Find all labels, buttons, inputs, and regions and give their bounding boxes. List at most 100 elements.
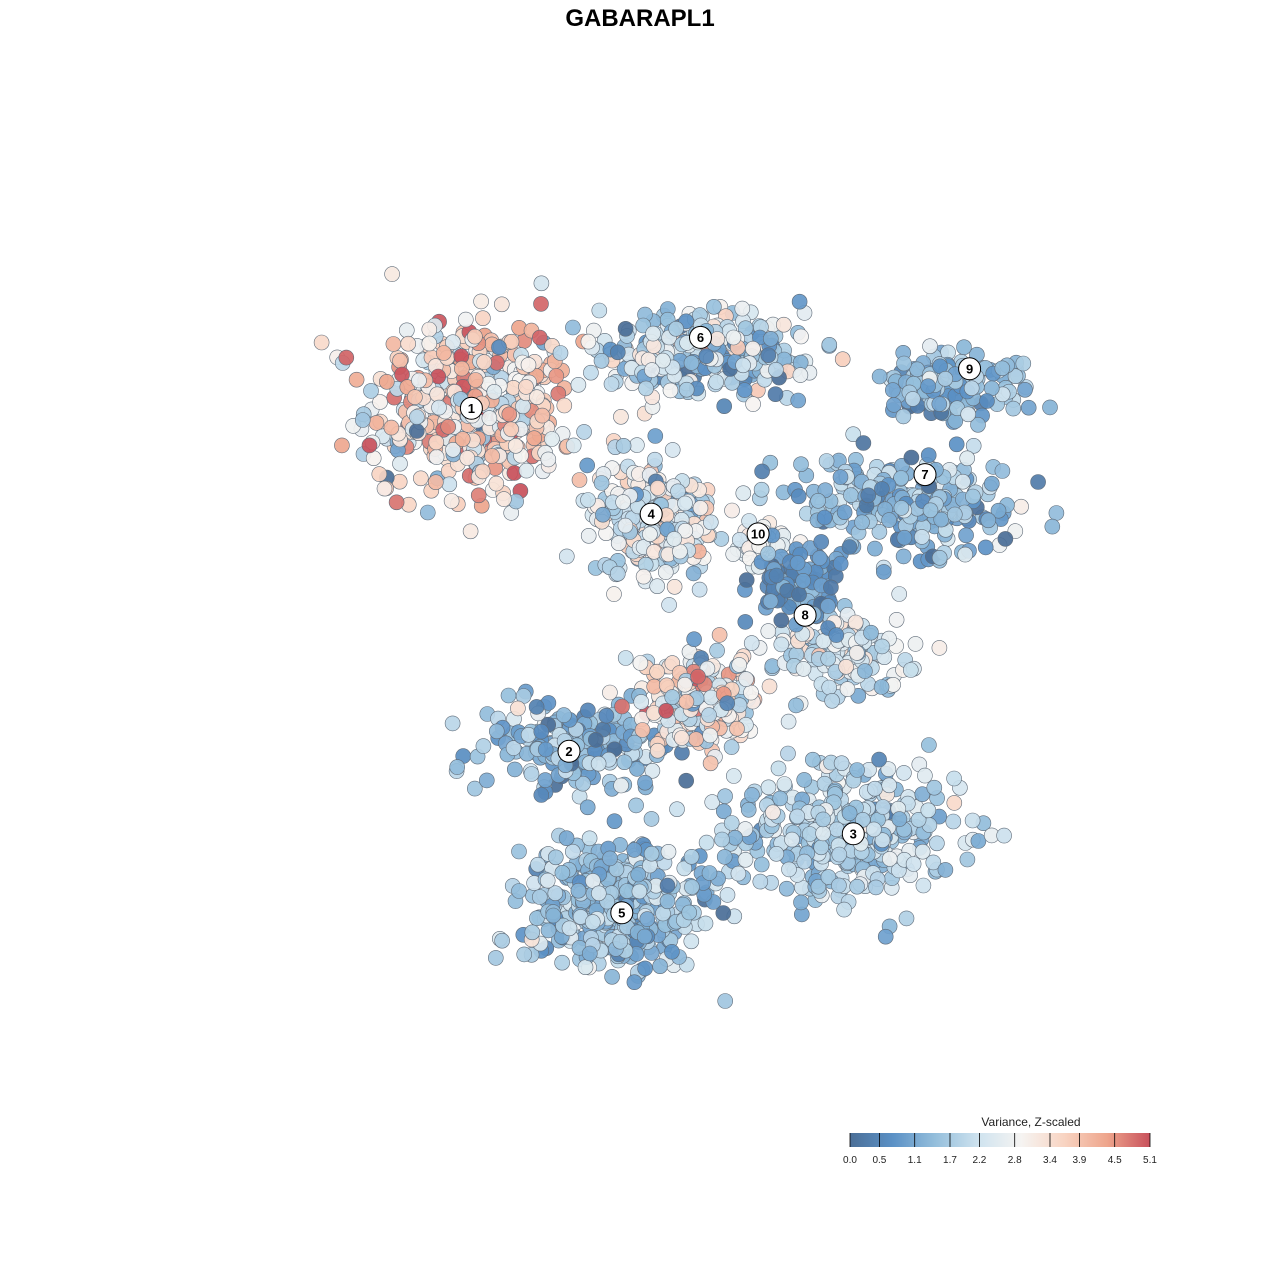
cell-point	[795, 572, 812, 589]
cell-point	[867, 540, 883, 557]
cell-point	[855, 435, 872, 451]
cell-point	[902, 662, 919, 678]
cell-point	[378, 373, 395, 390]
cell-point	[896, 529, 913, 546]
legend-colorbar	[850, 1133, 1150, 1147]
cell-point	[507, 437, 524, 454]
legend-tick-label: 3.4	[1043, 1155, 1057, 1166]
cell-point	[445, 441, 461, 458]
cell-point	[917, 767, 933, 784]
cell-point	[616, 754, 633, 771]
cell-point	[467, 328, 483, 345]
cell-point	[670, 483, 686, 500]
cell-point	[376, 480, 393, 497]
cell-point	[719, 887, 736, 903]
cell-point	[652, 958, 668, 975]
cell-point	[867, 780, 883, 797]
cell-point	[1015, 355, 1032, 372]
cell-point	[762, 593, 779, 610]
cell-point	[702, 755, 719, 772]
cell-point	[649, 480, 666, 496]
cell-point	[408, 423, 425, 439]
cell-point	[948, 436, 965, 453]
cluster-label-badge	[793, 603, 817, 627]
cell-point	[881, 512, 897, 528]
cell-point	[606, 813, 623, 830]
cell-point	[875, 799, 891, 815]
cell-point	[994, 463, 1011, 479]
cell-point	[745, 396, 761, 412]
cell-point	[731, 657, 748, 673]
cell-point	[790, 392, 807, 409]
cell-point	[612, 933, 629, 950]
cell-point	[920, 378, 936, 395]
cell-point	[880, 761, 897, 777]
cell-point	[977, 539, 994, 556]
cell-point	[937, 370, 954, 387]
cell-point	[904, 391, 921, 407]
cell-point	[793, 328, 809, 345]
cell-point	[921, 737, 937, 753]
cell-point	[666, 578, 683, 595]
cell-point	[714, 831, 730, 848]
cell-point	[824, 692, 840, 709]
cell-point	[677, 495, 693, 512]
cell-point	[534, 407, 551, 424]
cell-point	[994, 360, 1011, 377]
cell-point	[649, 663, 665, 680]
cell-point	[677, 522, 694, 539]
cell-point	[338, 349, 355, 366]
cell-point	[313, 334, 330, 351]
cell-point	[874, 638, 890, 655]
cluster-label-text: 10	[751, 526, 765, 541]
cell-point	[836, 901, 852, 918]
cell-point	[761, 678, 778, 695]
cell-point	[676, 860, 693, 877]
cell-point	[760, 347, 777, 364]
cell-point	[725, 768, 742, 784]
cell-point	[440, 418, 457, 435]
cell-point	[1042, 399, 1058, 416]
cell-point	[773, 636, 790, 653]
cell-point	[629, 761, 645, 777]
cell-point	[709, 331, 726, 347]
cluster-label-text: 8	[801, 608, 808, 623]
cell-point	[570, 882, 587, 899]
cell-point	[581, 945, 598, 962]
cell-point	[683, 933, 700, 950]
cell-point	[520, 357, 537, 373]
cluster-label-badge	[746, 522, 770, 546]
cell-point	[606, 586, 622, 602]
cell-point	[780, 713, 797, 730]
cluster-labels: 1 2 3 4 5 6 7 8 9 10	[459, 325, 982, 925]
cell-point	[523, 766, 540, 782]
cell-point	[639, 911, 656, 927]
cell-point	[857, 663, 873, 679]
cell-point	[877, 928, 894, 945]
cell-point	[843, 487, 859, 504]
cell-point	[363, 383, 379, 399]
cell-point	[980, 512, 997, 529]
cell-point	[965, 488, 981, 505]
cell-point	[813, 839, 830, 856]
cell-point	[838, 658, 854, 675]
cell-point	[530, 856, 546, 873]
cell-point	[970, 833, 987, 849]
cell-point	[717, 993, 734, 1009]
cell-point	[778, 880, 795, 897]
cell-point	[673, 730, 690, 746]
cell-point	[691, 581, 708, 598]
cell-point	[831, 846, 848, 863]
legend-tick-label: 1.1	[908, 1155, 922, 1166]
cluster-label-4: 4	[639, 502, 663, 526]
cell-point	[524, 924, 541, 941]
cell-point	[583, 364, 599, 381]
cell-point	[409, 409, 425, 425]
cell-point	[736, 382, 753, 398]
cell-point	[896, 355, 912, 372]
cell-point	[848, 645, 865, 661]
cell-point	[772, 790, 789, 807]
cell-point	[813, 534, 830, 550]
cell-point	[925, 854, 942, 871]
